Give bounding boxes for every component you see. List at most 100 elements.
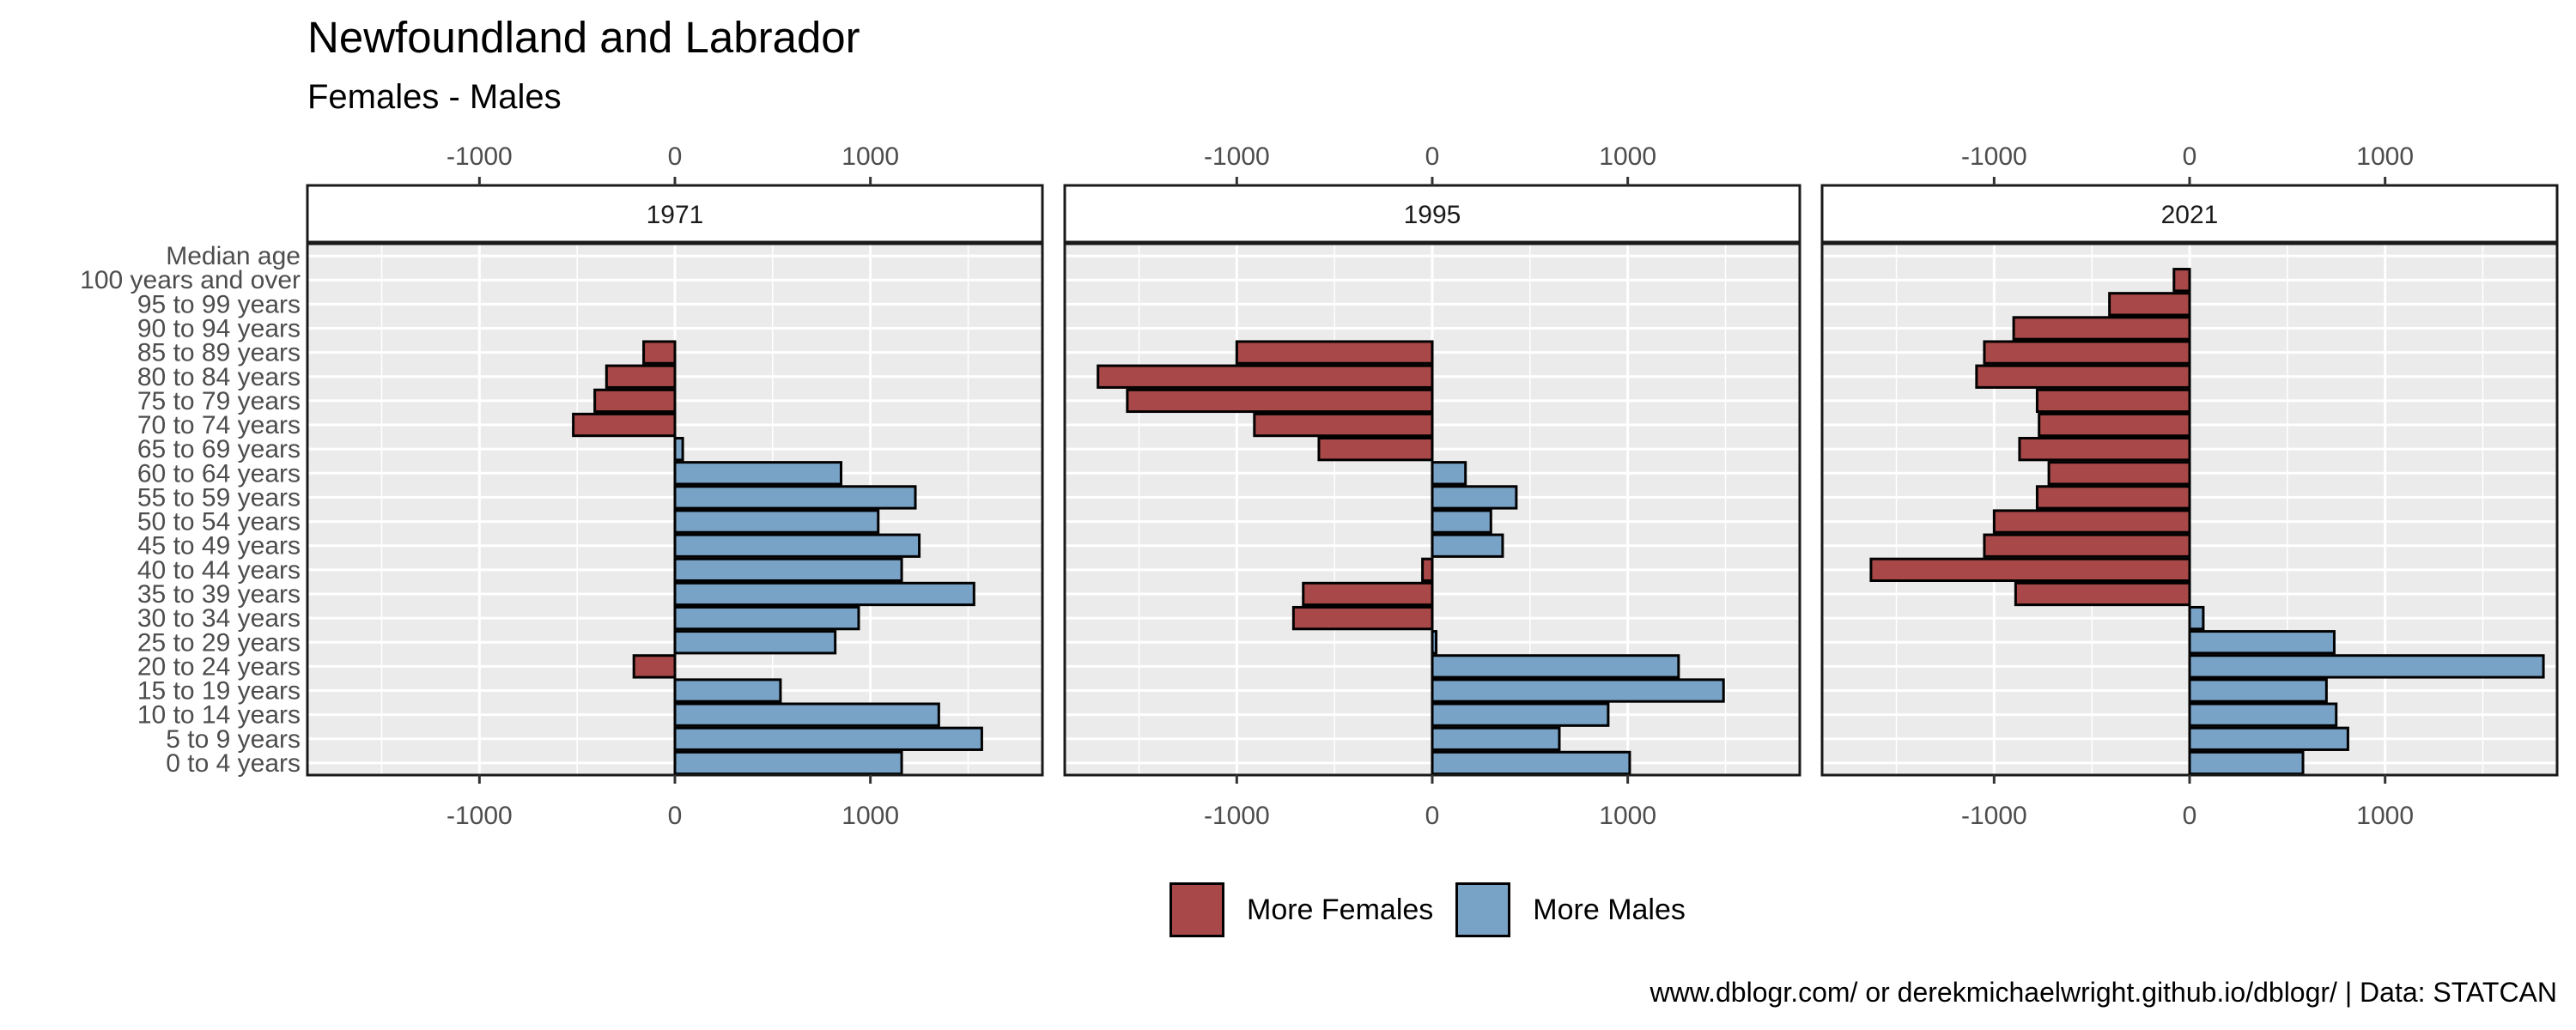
x-tick-label-bottom: 1000	[1599, 802, 1656, 830]
bar	[2188, 750, 2305, 776]
bar	[1431, 654, 1680, 679]
facet-strip-label: 1995	[1404, 201, 1461, 229]
x-tick-label-bottom: 0	[2183, 802, 2197, 830]
bar	[1253, 412, 1434, 438]
bar	[673, 509, 880, 534]
y-tick-label: 75 to 79 years	[137, 387, 301, 415]
y-tick-label: 100 years and over	[80, 266, 301, 294]
chart-caption: www.dblogr.com/ or derekmichaelwright.gi…	[1649, 977, 2557, 1008]
chart-subtitle: Females - Males	[307, 78, 562, 116]
y-tick-label: 90 to 94 years	[137, 314, 301, 342]
legend-label-males: More Males	[1533, 893, 1686, 926]
y-tick-label: 55 to 59 years	[137, 483, 301, 512]
y-tick-label: 30 to 34 years	[137, 604, 301, 633]
bar	[2047, 461, 2191, 486]
x-tick-label-top: 0	[668, 142, 683, 171]
y-tick-label: 80 to 84 years	[137, 363, 301, 391]
bar	[2188, 605, 2205, 631]
bar	[1317, 436, 1434, 462]
bar	[2108, 292, 2191, 317]
legend-key-females	[1170, 882, 1224, 937]
facet-strip	[1820, 184, 2559, 244]
bar	[673, 678, 782, 703]
y-tick-label: 60 to 64 years	[137, 459, 301, 488]
x-tick-label-bottom: -1000	[447, 802, 513, 830]
legend-key-males	[1455, 882, 1511, 937]
bar	[1431, 630, 1438, 655]
bar	[673, 461, 843, 486]
bar	[1431, 702, 1610, 727]
y-tick-label: 50 to 54 years	[137, 508, 301, 536]
bar	[1431, 485, 1518, 510]
bar	[2188, 630, 2336, 655]
bar	[642, 340, 677, 365]
facet-strip-label: 2021	[2161, 201, 2219, 229]
x-tick-label-top: -1000	[447, 142, 513, 171]
chart-title: Newfoundland and Labrador	[307, 13, 860, 62]
legend-label-females: More Females	[1247, 893, 1434, 926]
bar	[2035, 388, 2191, 414]
x-tick-label-bottom: 0	[1425, 802, 1440, 830]
legend-item-females: More Females	[1170, 882, 1433, 937]
bar	[2012, 316, 2191, 341]
bar	[2038, 412, 2191, 438]
bar	[673, 726, 983, 751]
x-tick-label-top: 1000	[2356, 142, 2414, 171]
y-tick-label: 45 to 49 years	[137, 532, 301, 560]
bar	[1431, 750, 1631, 776]
bar	[1431, 509, 1492, 534]
bar	[1431, 726, 1561, 751]
bar	[2188, 726, 2349, 751]
bar	[1126, 388, 1434, 414]
bar	[673, 702, 940, 727]
y-tick-label: 85 to 89 years	[137, 339, 301, 367]
y-tick-label: Median age	[166, 242, 301, 270]
bar	[673, 533, 921, 558]
bar	[673, 605, 860, 631]
bar	[605, 364, 677, 389]
legend: More Females More Males	[1170, 882, 1708, 937]
bar	[1869, 557, 2191, 583]
bar	[593, 388, 677, 414]
bar	[1097, 364, 1434, 389]
bar	[1421, 557, 1434, 583]
bar	[2188, 678, 2328, 703]
y-tick-label: 25 to 29 years	[137, 628, 301, 657]
bar	[1291, 605, 1434, 631]
bar	[2172, 268, 2191, 293]
bar	[1983, 533, 2191, 558]
y-tick-label: 70 to 74 years	[137, 411, 301, 439]
x-tick-label-top: -1000	[1204, 142, 1270, 171]
bar	[632, 654, 677, 679]
x-tick-label-top: 0	[1425, 142, 1440, 171]
facet-strip	[1063, 184, 1801, 244]
bar	[2188, 654, 2545, 679]
y-tick-label: 0 to 4 years	[166, 749, 301, 778]
bar	[1431, 678, 1725, 703]
bar	[1431, 533, 1504, 558]
x-tick-label-top: 1000	[1599, 142, 1656, 171]
y-tick-label: 95 to 99 years	[137, 290, 301, 318]
y-tick-label: 65 to 69 years	[137, 435, 301, 464]
x-tick-label-bottom: -1000	[1961, 802, 2027, 830]
y-tick-label: 40 to 44 years	[137, 556, 301, 585]
x-tick-label-top: -1000	[1961, 142, 2027, 171]
bar	[673, 630, 837, 655]
x-tick-label-bottom: -1000	[1204, 802, 1270, 830]
x-tick-label-top: 0	[2183, 142, 2197, 171]
bar	[2035, 485, 2191, 510]
facet-strip-label: 1971	[647, 201, 704, 229]
x-tick-label-top: 1000	[841, 142, 899, 171]
x-tick-label-bottom: 0	[668, 802, 683, 830]
bar	[673, 485, 917, 510]
bar	[1992, 509, 2191, 534]
y-tick-label: 5 to 9 years	[166, 725, 301, 754]
y-tick-label: 20 to 24 years	[137, 652, 301, 681]
bar	[673, 581, 975, 607]
bar	[572, 412, 677, 438]
y-tick-label: 10 to 14 years	[137, 701, 301, 730]
bar	[1975, 364, 2191, 389]
legend-item-males: More Males	[1455, 882, 1686, 937]
x-tick-label-bottom: 1000	[2356, 802, 2414, 830]
